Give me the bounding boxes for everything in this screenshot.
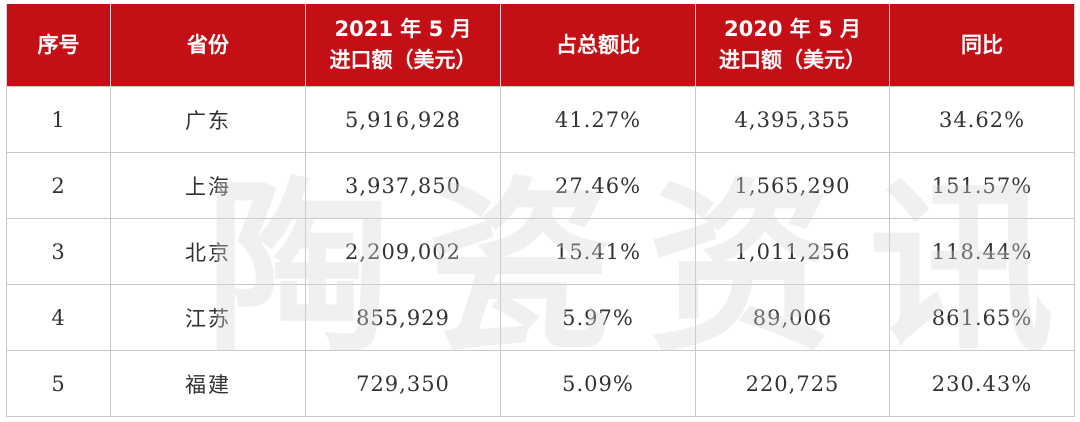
cell-province: 江苏 [110, 284, 306, 351]
cell-share: 5.97% [500, 284, 696, 351]
table-header-row: 序号 省份 2021 年 5 月 进口额（美元） 占总额比 2020 年 5 月… [6, 4, 1075, 87]
table-row: 2 上海 3,937,850 27.46% 1,565,290 151.57% [6, 152, 1075, 219]
cell-2020-import: 4,395,355 [695, 86, 890, 153]
cell-2021-import: 5,916,928 [305, 86, 501, 153]
import-table-container: 序号 省份 2021 年 5 月 进口额（美元） 占总额比 2020 年 5 月… [6, 4, 1075, 418]
cell-2020-import: 220,725 [695, 350, 890, 417]
table-row: 1 广东 5,916,928 41.27% 4,395,355 34.62% [6, 86, 1075, 153]
cell-2020-import: 89,006 [695, 284, 890, 351]
header-share-of-total: 占总额比 [500, 4, 696, 87]
import-table: 序号 省份 2021 年 5 月 进口额（美元） 占总额比 2020 年 5 月… [6, 4, 1075, 417]
table-row: 3 北京 2,209,002 15.41% 1,011,256 118.44% [6, 218, 1075, 285]
cell-yoy: 230.43% [889, 350, 1075, 417]
cell-share: 5.09% [500, 350, 696, 417]
cell-province: 广东 [110, 86, 306, 153]
cell-yoy: 151.57% [889, 152, 1075, 219]
cell-index: 2 [6, 152, 111, 219]
header-yoy: 同比 [889, 4, 1075, 87]
cell-yoy: 118.44% [889, 218, 1075, 285]
cell-index: 1 [6, 86, 111, 153]
cell-share: 41.27% [500, 86, 696, 153]
cell-yoy: 34.62% [889, 86, 1075, 153]
header-province: 省份 [110, 4, 306, 87]
table-row: 5 福建 729,350 5.09% 220,725 230.43% [6, 350, 1075, 417]
header-index: 序号 [6, 4, 111, 87]
cell-2020-import: 1,565,290 [695, 152, 890, 219]
cell-province: 上海 [110, 152, 306, 219]
cell-2021-import: 3,937,850 [305, 152, 501, 219]
cell-2021-import: 855,929 [305, 284, 501, 351]
cell-2020-import: 1,011,256 [695, 218, 890, 285]
cell-index: 4 [6, 284, 111, 351]
cell-share: 27.46% [500, 152, 696, 219]
header-2020-may-import: 2020 年 5 月 进口额（美元） [695, 4, 890, 87]
cell-province: 北京 [110, 218, 306, 285]
header-2021-may-import: 2021 年 5 月 进口额（美元） [305, 4, 501, 87]
cell-2021-import: 729,350 [305, 350, 501, 417]
cell-province: 福建 [110, 350, 306, 417]
cell-2021-import: 2,209,002 [305, 218, 501, 285]
cell-share: 15.41% [500, 218, 696, 285]
cell-yoy: 861.65% [889, 284, 1075, 351]
cell-index: 5 [6, 350, 111, 417]
cell-index: 3 [6, 218, 111, 285]
table-row: 4 江苏 855,929 5.97% 89,006 861.65% [6, 284, 1075, 351]
